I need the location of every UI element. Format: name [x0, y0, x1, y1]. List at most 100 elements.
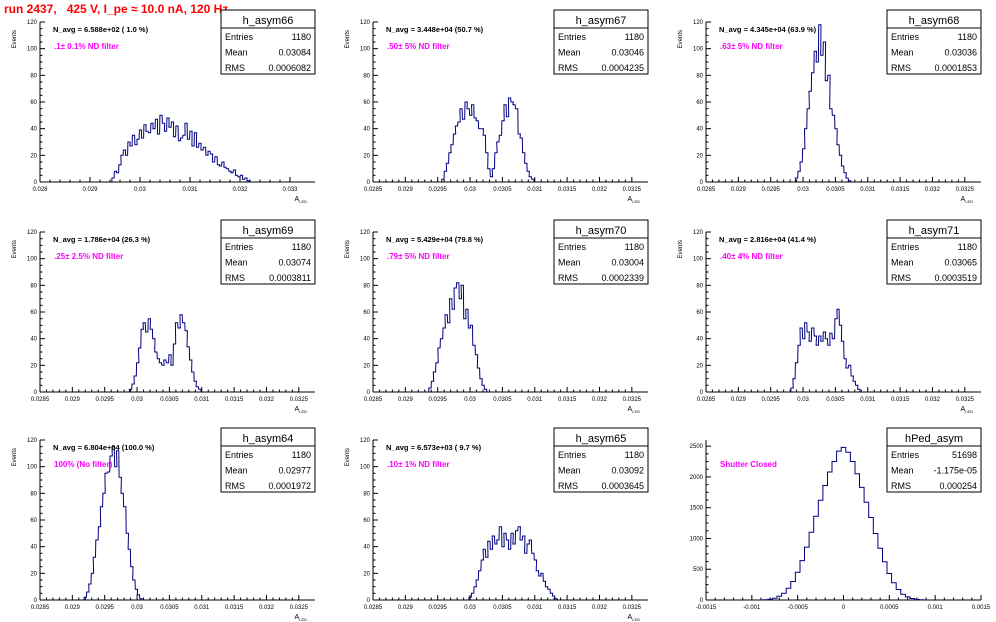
y-tick-label: 20 [696, 153, 703, 159]
x-axis-title-subscript: LED [632, 409, 640, 414]
stats-value: 0.0002339 [601, 273, 644, 283]
stats-value: -1.175e-05 [933, 466, 977, 476]
stats-value: 1180 [958, 242, 977, 252]
stats-key: RMS [225, 481, 245, 491]
y-tick-label: 20 [363, 363, 370, 369]
stats-title: h_asym65 [576, 433, 627, 445]
y-tick-label: 40 [363, 545, 370, 551]
x-tick-label: 0.0005 [880, 605, 899, 611]
filter-label: .50± 5% ND filter [387, 42, 450, 51]
y-tick-label: 80 [30, 73, 37, 79]
x-axis-title-subscript: LED [632, 199, 640, 204]
y-tick-label: 120 [360, 20, 371, 26]
y-tick-label: 100 [27, 47, 38, 53]
y-tick-label: 100 [360, 465, 371, 471]
x-tick-label: 0.0285 [364, 397, 383, 403]
y-axis-title: Events [12, 240, 18, 258]
x-tick-label: 0.033 [282, 187, 298, 193]
y-tick-label: 0 [34, 180, 38, 186]
x-tick-label: 0.0315 [891, 187, 910, 193]
y-tick-label: 100 [360, 257, 371, 263]
stats-key: RMS [891, 481, 911, 491]
x-tick-label: 0.0285 [364, 187, 383, 193]
x-tick-label: 0.029 [398, 397, 414, 403]
stats-value: 0.0003645 [601, 481, 644, 491]
histogram-line [111, 114, 250, 182]
y-tick-label: 0 [367, 390, 371, 396]
x-axis-title-subscript: LED [632, 617, 640, 622]
y-tick-label: 80 [696, 283, 703, 289]
stats-key: RMS [891, 63, 911, 73]
stats-key: Mean [225, 258, 248, 268]
y-tick-label: 120 [360, 438, 371, 444]
x-axis-title-main: A [961, 196, 966, 203]
navg-label: N_avg = 4.345e+04 (63.9 %) [719, 25, 817, 34]
x-tick-label: 0 [842, 605, 846, 611]
y-tick-label: 0 [34, 390, 38, 396]
x-tick-label: 0.0285 [31, 397, 50, 403]
stats-title: h_asym66 [243, 15, 294, 27]
x-tick-label: 0.029 [65, 605, 81, 611]
stats-box [220, 219, 316, 285]
histogram-panel-h_asym70: 0.0285 0.029 0.0295 0.03 0.0305 0.031 0.0315 0.… [345, 219, 649, 414]
x-axis-title-main: A [628, 614, 633, 621]
stats-value: 0.000254 [939, 481, 977, 491]
y-axis-title: Events [345, 30, 351, 48]
y-tick-label: 120 [693, 230, 704, 236]
stats-key: Mean [558, 258, 581, 268]
x-axis-title-main: A [961, 406, 966, 413]
stats-key: Entries [225, 450, 254, 460]
x-tick-label: 0.03 [131, 605, 143, 611]
y-tick-label: 60 [30, 310, 37, 316]
y-axis-title: Events [12, 30, 18, 48]
stats-value: 0.0006082 [268, 63, 311, 73]
y-tick-label: 80 [30, 491, 37, 497]
y-tick-label: 0 [367, 180, 371, 186]
stats-title: h_asym71 [909, 225, 960, 237]
stats-key: Entries [225, 32, 254, 42]
y-tick-label: 100 [27, 465, 38, 471]
x-tick-label: 0.0305 [493, 605, 512, 611]
stats-key: Entries [225, 242, 254, 252]
stats-title: hPed_asym [905, 433, 963, 445]
x-tick-label: 0.0325 [956, 397, 975, 403]
y-tick-label: 80 [363, 491, 370, 497]
x-tick-label: 0.0305 [493, 187, 512, 193]
stats-box [220, 9, 316, 75]
stats-value: 51698 [952, 450, 977, 460]
y-tick-label: 20 [696, 363, 703, 369]
x-tick-label: 0.031 [194, 605, 210, 611]
stats-key: RMS [558, 273, 578, 283]
x-tick-label: 0.029 [65, 397, 81, 403]
stats-key: RMS [891, 273, 911, 283]
filter-label: .10± 1% ND filter [387, 460, 450, 469]
x-tick-label: 0.032 [259, 605, 275, 611]
navg-label: N_avg = 3.448e+04 (50.7 %) [386, 25, 484, 34]
histogram-panel-h_asym69: 0.0285 0.029 0.0295 0.03 0.0305 0.031 0.0315 0.… [12, 219, 316, 414]
y-tick-label: 100 [693, 47, 704, 53]
x-tick-label: 0.0315 [558, 187, 577, 193]
y-axis-title: Events [345, 448, 351, 466]
stats-value: 0.03074 [278, 258, 311, 268]
y-tick-label: 0 [700, 180, 704, 186]
x-tick-label: 0.03 [131, 397, 143, 403]
x-tick-label: 0.0305 [493, 397, 512, 403]
stats-box [886, 9, 982, 75]
stats-value: 1180 [292, 32, 311, 42]
stats-value: 0.03092 [611, 466, 644, 476]
x-tick-label: 0.029 [398, 187, 414, 193]
x-tick-label: 0.032 [592, 187, 608, 193]
stats-value: 0.03004 [611, 258, 644, 268]
navg-label: N_avg = 6.588e+02 ( 1.0 %) [53, 25, 149, 34]
y-tick-label: 120 [360, 230, 371, 236]
navg-label: N_avg = 2.816e+04 (41.4 %) [719, 235, 817, 244]
x-axis-title: ALED [295, 196, 308, 204]
stats-title: h_asym70 [576, 225, 627, 237]
y-tick-label: 40 [696, 127, 703, 133]
y-tick-label: 20 [30, 153, 37, 159]
histogram-line [83, 446, 143, 600]
filter-label: .63± 5% ND filter [720, 42, 783, 51]
y-tick-label: 120 [27, 20, 38, 26]
x-tick-label: 0.031 [194, 397, 210, 403]
x-tick-label: 0.0315 [558, 397, 577, 403]
